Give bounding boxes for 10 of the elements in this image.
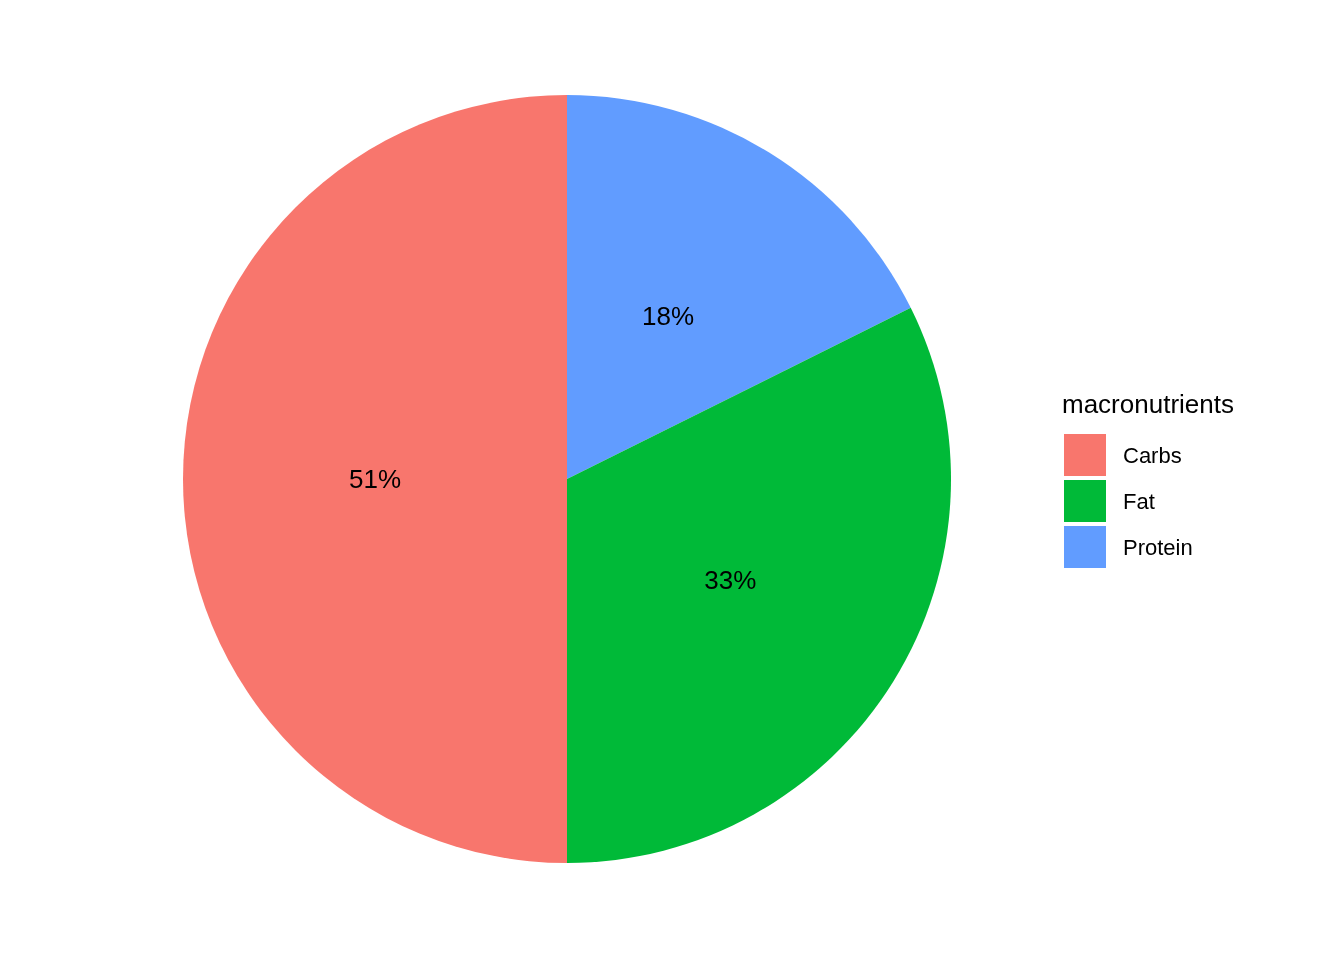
data-label: 33%	[704, 565, 757, 596]
data-label: 51%	[348, 464, 402, 495]
pie-slice	[567, 95, 911, 479]
legend-label: Carbs	[1123, 442, 1182, 468]
legend-title: macronutrients	[1062, 389, 1234, 419]
data-label: 18%	[642, 300, 695, 331]
legend-label: Fat	[1123, 488, 1155, 514]
legend-label: Protein	[1123, 534, 1193, 560]
pie-slice	[183, 95, 567, 863]
pie-slice	[567, 307, 951, 863]
